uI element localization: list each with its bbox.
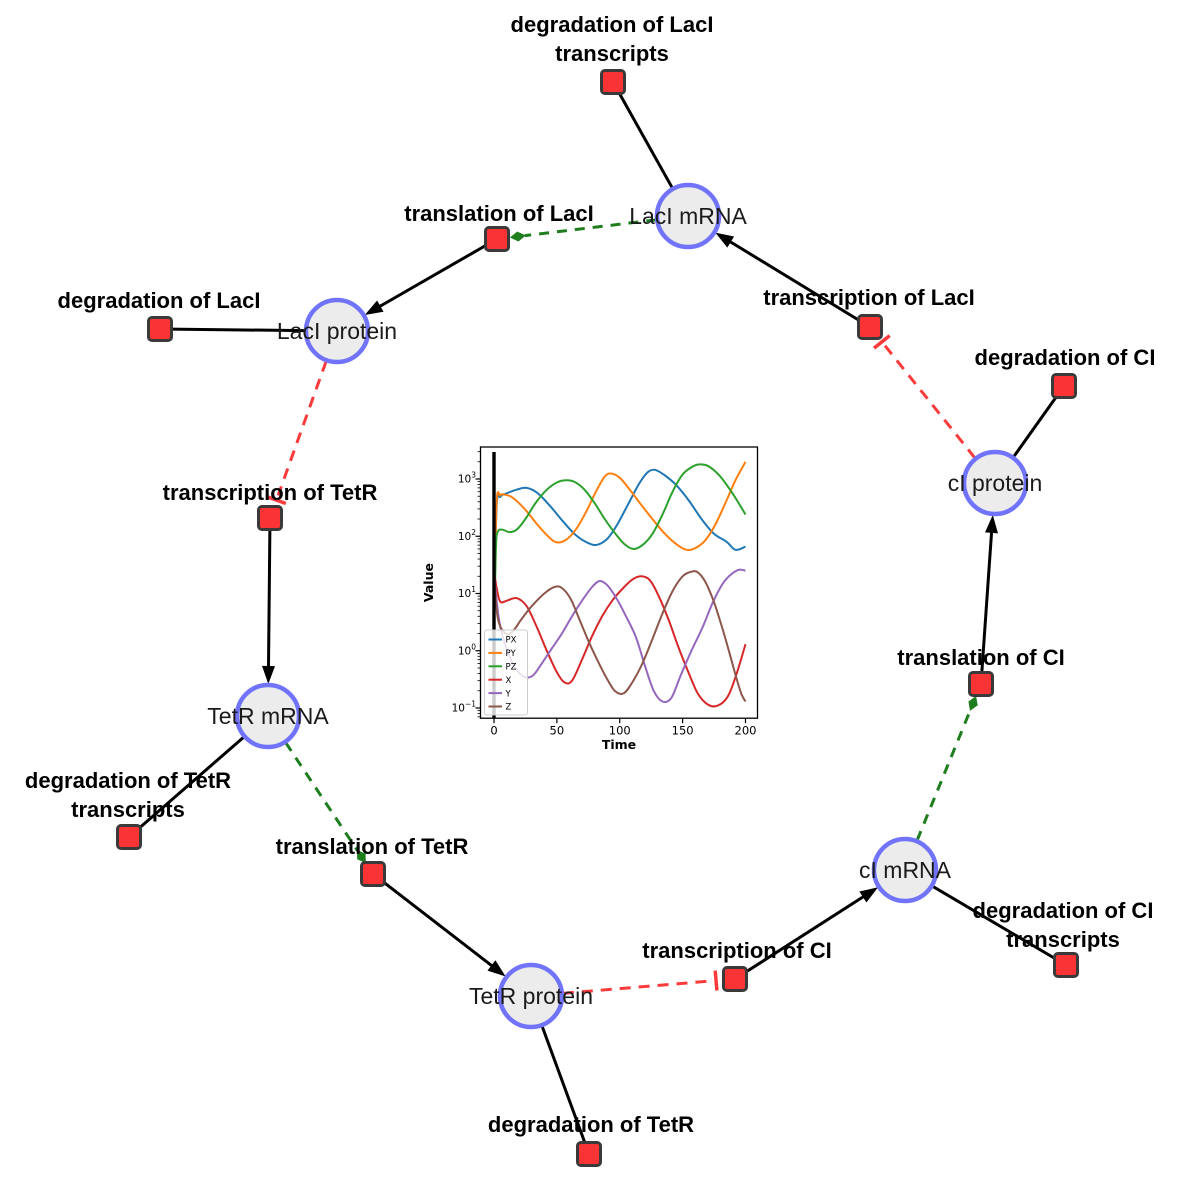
arrow-head-icon	[985, 514, 999, 534]
reaction-node-transcription-of-ci	[722, 966, 748, 992]
x-tick-label: 0	[490, 724, 497, 738]
series-line-Z	[493, 570, 747, 703]
y-axis-label: Value	[421, 563, 436, 602]
species-label-tetr-protein: TetR protein	[469, 983, 593, 1009]
edge-transcription-of-ci--ci-mrna	[734, 887, 879, 981]
edge-translation-of-laci--laci-protein	[364, 237, 498, 316]
species-node-tetr-mrna	[234, 682, 302, 750]
reaction-label-transcription-of-tetr: transcription of TetR	[163, 480, 378, 505]
reaction-node-degradation-of-ci	[1051, 373, 1077, 399]
reaction-label-degradation-of-ci: degradation of CI	[975, 345, 1156, 370]
edge-laci-protein--transcription-of-tetr	[266, 360, 328, 506]
plot-frame	[479, 446, 759, 719]
species-label-ci-mrna: cI mRNA	[859, 857, 952, 883]
series-line-PY	[493, 461, 747, 634]
edge-tetr-protein--degradation-of-tetr	[540, 1025, 591, 1155]
reaction-node-transcription-of-tetr	[257, 505, 283, 531]
inhibitor-tee-icon	[266, 495, 287, 506]
species-node-laci-mrna	[654, 182, 722, 250]
reaction-label-degradation-of-laci-transcripts: degradation of LacI transcripts	[511, 12, 714, 66]
edge-ci-mrna--degradation-of-ci-transcripts	[931, 884, 1067, 967]
y-tick-label: 103	[458, 471, 476, 486]
axis-ticks: 103 102 101 100 10−1 0 50 100 150 200	[452, 451, 757, 738]
y-tick-label: 102	[458, 528, 476, 543]
reaction-node-degradation-of-laci	[147, 316, 173, 342]
legend-entry-Z: Z	[506, 703, 512, 713]
arrow-head-icon	[859, 887, 879, 903]
edge-transcription-of-laci--laci-mrna	[715, 232, 871, 329]
reaction-node-degradation-of-ci-transcripts	[1053, 952, 1079, 978]
arrow-head-icon	[262, 665, 276, 685]
reaction-label-transcription-of-laci: transcription of LacI	[763, 285, 974, 310]
edge-laci-mrna--degradation-of-laci-transcripts	[611, 81, 674, 189]
edge-tetr-protein--transcription-of-ci	[562, 970, 719, 995]
legend-entry-PZ: PZ	[506, 663, 517, 673]
y-tick-label: 100	[458, 642, 476, 657]
nodes-layer	[116, 69, 1079, 1167]
y-tick-label: 10−1	[452, 700, 477, 715]
x-tick-label: 50	[550, 724, 565, 738]
edge-ci-mrna--translation-of-ci	[915, 696, 978, 841]
legend-entry-PX: PX	[506, 636, 517, 646]
reaction-label-transcription-of-ci: transcription of CI	[642, 938, 831, 963]
labels-layer: degradation of LacI transcripts translatio…	[25, 12, 1156, 1137]
species-node-laci-protein	[303, 297, 371, 365]
inhibitor-tee-icon	[872, 334, 891, 350]
series-line-PX	[493, 468, 746, 634]
x-tick-label: 150	[672, 724, 694, 738]
edges-layer	[128, 81, 1067, 1155]
x-tick-label: 100	[609, 724, 631, 738]
reaction-node-translation-of-ci	[968, 671, 994, 697]
series-line-PZ	[493, 463, 747, 634]
edge-translation-of-tetr--tetr-protein	[372, 872, 506, 977]
reaction-label-degradation-of-laci: degradation of LacI	[58, 288, 261, 313]
reaction-label-translation-of-tetr: translation of TetR	[276, 834, 469, 859]
reaction-label-translation-of-ci: translation of CI	[897, 645, 1064, 670]
catalysis-diamond-icon	[968, 696, 978, 711]
catalysis-diamond-icon	[356, 849, 366, 864]
series-line-X	[493, 570, 747, 708]
edge-laci-mrna--translation-of-laci	[509, 218, 657, 242]
arrow-head-icon	[715, 232, 735, 248]
species-label-laci-protein: LacI protein	[277, 318, 397, 344]
species-label-tetr-mrna: TetR mRNA	[207, 703, 329, 729]
reaction-label-degradation-of-ci-transcripts: degradation of CI transcripts	[973, 898, 1154, 952]
reaction-node-degradation-of-tetr-transcripts	[116, 824, 142, 850]
legend-entry-PY: PY	[506, 649, 517, 659]
inhibitor-tee-icon	[713, 970, 719, 991]
y-tick-label: 101	[458, 585, 476, 600]
edge-laci-protein--degradation-of-laci	[159, 327, 306, 333]
legend-entry-Y: Y	[505, 689, 512, 699]
plot-legend: PX PY PZ XYZ	[484, 629, 528, 716]
reaction-label-degradation-of-tetr: degradation of TetR	[488, 1112, 694, 1137]
edge-ci-protein--transcription-of-laci	[872, 334, 977, 459]
reaction-node-degradation-of-tetr	[576, 1141, 602, 1167]
edge-translation-of-ci--ci-protein	[979, 514, 999, 685]
reaction-node-transcription-of-laci	[857, 314, 883, 340]
species-label-laci-mrna: LacI mRNA	[629, 203, 747, 229]
reaction-label-translation-of-laci: translation of LacI	[404, 201, 593, 226]
reaction-label-degradation-of-tetr-transcripts: degradation of TetR transcripts	[25, 768, 231, 822]
arrow-head-icon	[364, 300, 384, 316]
x-axis-label: Time	[602, 737, 636, 752]
arrow-head-icon	[487, 960, 506, 977]
reaction-node-translation-of-tetr	[360, 861, 386, 887]
edge-tetr-mrna--degradation-of-tetr-transcripts	[128, 735, 245, 839]
species-node-tetr-protein	[497, 962, 565, 1030]
edge-transcription-of-tetr--tetr-mrna	[262, 517, 276, 685]
catalysis-diamond-icon	[509, 231, 526, 242]
species-node-ci-mrna	[871, 836, 939, 904]
reaction-node-translation-of-laci	[484, 226, 510, 252]
legend-entry-X: X	[506, 676, 512, 686]
reaction-node-degradation-of-laci-transcripts	[600, 69, 626, 95]
edge-tetr-mrna--translation-of-tetr	[284, 741, 366, 864]
x-tick-label: 200	[735, 724, 757, 738]
species-node-ci-protein	[961, 449, 1029, 517]
species-label-ci-protein: cI protein	[948, 470, 1043, 496]
series-curves	[493, 461, 747, 708]
